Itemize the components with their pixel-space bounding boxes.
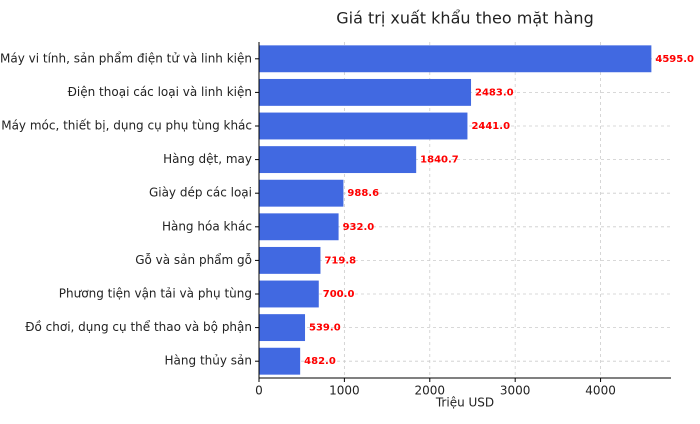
value-label: 482.0	[304, 356, 336, 367]
bar	[259, 314, 306, 342]
y-tick-label: Phương tiện vận tải và phụ tùng	[59, 287, 252, 301]
value-label: 4595.0	[655, 54, 694, 65]
bar	[259, 246, 321, 274]
bar	[259, 280, 319, 308]
x-tick-label: 1000	[329, 384, 360, 398]
bar	[259, 213, 339, 241]
value-label: 700.0	[323, 289, 355, 300]
y-tick-label: Điện thoại các loại và linh kiện	[68, 85, 252, 99]
chart-title: Giá trị xuất khẩu theo mặt hàng	[336, 9, 593, 28]
value-label: 719.8	[324, 255, 356, 266]
value-label: 932.0	[343, 222, 375, 233]
y-tick-label: Hàng hóa khác	[162, 219, 252, 233]
x-tick-label: 4000	[585, 384, 616, 398]
y-tick-label: Giày dép các loại	[149, 186, 252, 200]
y-tick-label: Máy móc, thiết bị, dụng cụ phụ tùng khác	[1, 119, 252, 133]
y-tick-label: Hàng dệt, may	[163, 152, 252, 166]
bar	[259, 78, 472, 106]
bar	[259, 112, 468, 140]
x-tick-label: 0	[255, 384, 263, 398]
y-tick-label: Hàng thủy sản	[165, 354, 252, 368]
bar	[259, 347, 301, 375]
value-label: 539.0	[309, 323, 341, 334]
x-axis-label: Triệu USD	[435, 396, 494, 410]
bar	[259, 45, 652, 73]
value-label: 2441.0	[471, 121, 510, 132]
value-label: 1840.7	[420, 155, 459, 166]
bar	[259, 146, 417, 174]
y-tick-label: Máy vi tính, sản phẩm điện tử và linh ki…	[0, 51, 252, 65]
bar	[259, 179, 344, 207]
value-label: 988.6	[347, 188, 379, 199]
y-tick-label: Đồ chơi, dụng cụ thể thao và bộ phận	[25, 320, 252, 334]
y-tick-label: Gỗ và sản phẩm gỗ	[135, 253, 252, 267]
value-label: 2483.0	[475, 87, 514, 98]
x-tick-label: 3000	[500, 384, 531, 398]
x-tick-label: 2000	[415, 384, 446, 398]
